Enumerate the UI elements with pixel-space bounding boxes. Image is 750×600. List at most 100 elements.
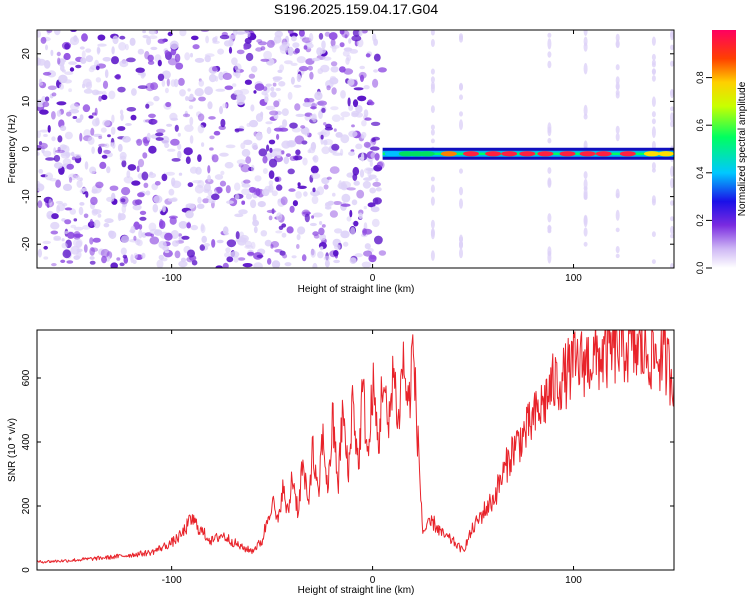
spectrogram-cell — [352, 30, 361, 37]
spectrogram-cell — [316, 186, 325, 196]
spectrogram-cell — [260, 230, 268, 237]
spectrogram-cell — [234, 128, 245, 132]
y-tick-label: 10 — [21, 95, 32, 107]
spectrogram-cell — [70, 151, 75, 157]
spectrogram-streak — [615, 64, 620, 71]
spectrogram-cell — [85, 55, 94, 63]
spectrogram-cell — [185, 156, 191, 164]
spectrogram-cell — [320, 64, 330, 73]
spectrogram-cell — [121, 187, 131, 196]
spectrogram-streak — [430, 184, 435, 193]
spectrogram-streak — [547, 126, 552, 137]
spectrogram-cell — [147, 60, 155, 65]
spectrogram-cell — [162, 205, 166, 213]
spectrogram-cell — [211, 239, 216, 248]
spectrogram-streak — [670, 200, 674, 206]
spectrogram-cell — [69, 109, 80, 114]
spectrogram-cell — [106, 196, 115, 202]
spectrogram-cell — [265, 84, 271, 93]
spectrogram-cell — [321, 40, 326, 49]
spectrogram-cell — [234, 213, 244, 218]
spectrogram-cell — [72, 116, 78, 119]
spectrogram-cell — [169, 216, 177, 225]
spectrogram-cell — [157, 59, 162, 67]
spectrogram-cell — [178, 233, 182, 237]
spectrogram-cell — [165, 171, 175, 176]
spectrogram-cell — [187, 249, 195, 258]
spectrogram-cell — [125, 57, 136, 63]
spectrogram-cell — [37, 30, 41, 38]
spectral-peak — [619, 151, 636, 157]
spectrogram-streak — [430, 196, 435, 206]
spectrogram-y-ticks: -20 -10 0 10 20 — [21, 48, 674, 251]
spectrogram-cell — [88, 115, 94, 119]
spectrogram-cell — [75, 118, 82, 123]
spectrogram-cell — [98, 95, 102, 102]
spectrogram-streak — [583, 241, 588, 247]
spectrogram-cell — [224, 85, 234, 90]
spectrogram-cell — [324, 206, 332, 210]
spectrogram-cell — [131, 180, 141, 186]
spectrogram-cell — [255, 47, 263, 52]
spectrogram-cell — [220, 170, 225, 176]
spectrogram-cell — [330, 106, 339, 111]
spectrogram-cell — [66, 111, 72, 117]
spectrogram-cell — [324, 259, 330, 268]
spectrogram-cell — [250, 104, 255, 112]
spectrogram-cell — [323, 139, 334, 145]
spectral-peak — [559, 151, 576, 157]
spectrogram-cell — [255, 188, 261, 197]
spectrogram-cell — [171, 158, 181, 162]
spectrogram-cell — [361, 30, 368, 34]
spectrogram-cell — [361, 152, 365, 162]
spectrogram-streak — [651, 75, 656, 82]
spectrogram-streak — [615, 125, 620, 134]
spectrogram-cell — [194, 184, 204, 194]
spectrogram-cell — [83, 88, 93, 94]
spectrogram-cell — [353, 180, 360, 186]
spectrogram-cell — [137, 192, 145, 198]
spectrogram-streak — [430, 30, 435, 36]
spectrogram-cell — [224, 252, 231, 258]
spectrogram-cell — [150, 82, 159, 90]
spectrogram-cell — [297, 182, 301, 187]
spectrogram-cell — [213, 130, 221, 136]
spectrogram-cell — [64, 43, 70, 50]
spectrogram-cell — [265, 121, 273, 125]
x-tick-label: -100 — [162, 273, 182, 284]
spectrogram-cell — [266, 39, 275, 48]
spectrogram-cell — [235, 31, 246, 35]
spectrogram-cell — [108, 90, 116, 100]
spectrogram-streak — [547, 225, 552, 230]
spectrogram-cell — [149, 171, 154, 176]
spectrogram-cell — [258, 148, 268, 157]
spectrogram-cell — [157, 38, 166, 44]
spectrogram-cell — [177, 143, 182, 150]
y-tick-label: 400 — [21, 433, 32, 450]
spectrogram-cell — [367, 99, 373, 105]
spectrogram-cell — [355, 105, 363, 113]
spectrogram-cell — [199, 244, 205, 251]
spectrogram-streak — [547, 213, 552, 223]
spectrogram-cell — [56, 110, 62, 117]
spectrogram-cell — [317, 100, 327, 106]
spectrogram-cell — [149, 228, 160, 235]
spectrogram-cell — [194, 57, 205, 63]
spectrogram-cell — [51, 213, 59, 220]
spectrogram-cell — [314, 91, 323, 101]
spectrogram-cell — [350, 227, 356, 236]
spectrogram-cell — [265, 105, 276, 111]
spectrogram-cell — [47, 85, 57, 91]
colorbar: 0.0 0.2 0.4 0.6 0.8 Normalized spectral ampl… — [695, 30, 748, 274]
spectrogram-streak — [547, 228, 552, 234]
spectrogram-cell — [137, 85, 148, 89]
spectrogram-cell — [219, 152, 229, 157]
spectrogram-cell — [63, 79, 72, 84]
spectrogram-cell — [281, 223, 287, 228]
spectrogram-cell — [240, 142, 246, 150]
spectrogram-cell — [174, 53, 181, 63]
spectrogram-cell — [91, 146, 95, 154]
spectrogram-cell — [309, 114, 317, 121]
spectrogram-cell — [335, 132, 343, 138]
